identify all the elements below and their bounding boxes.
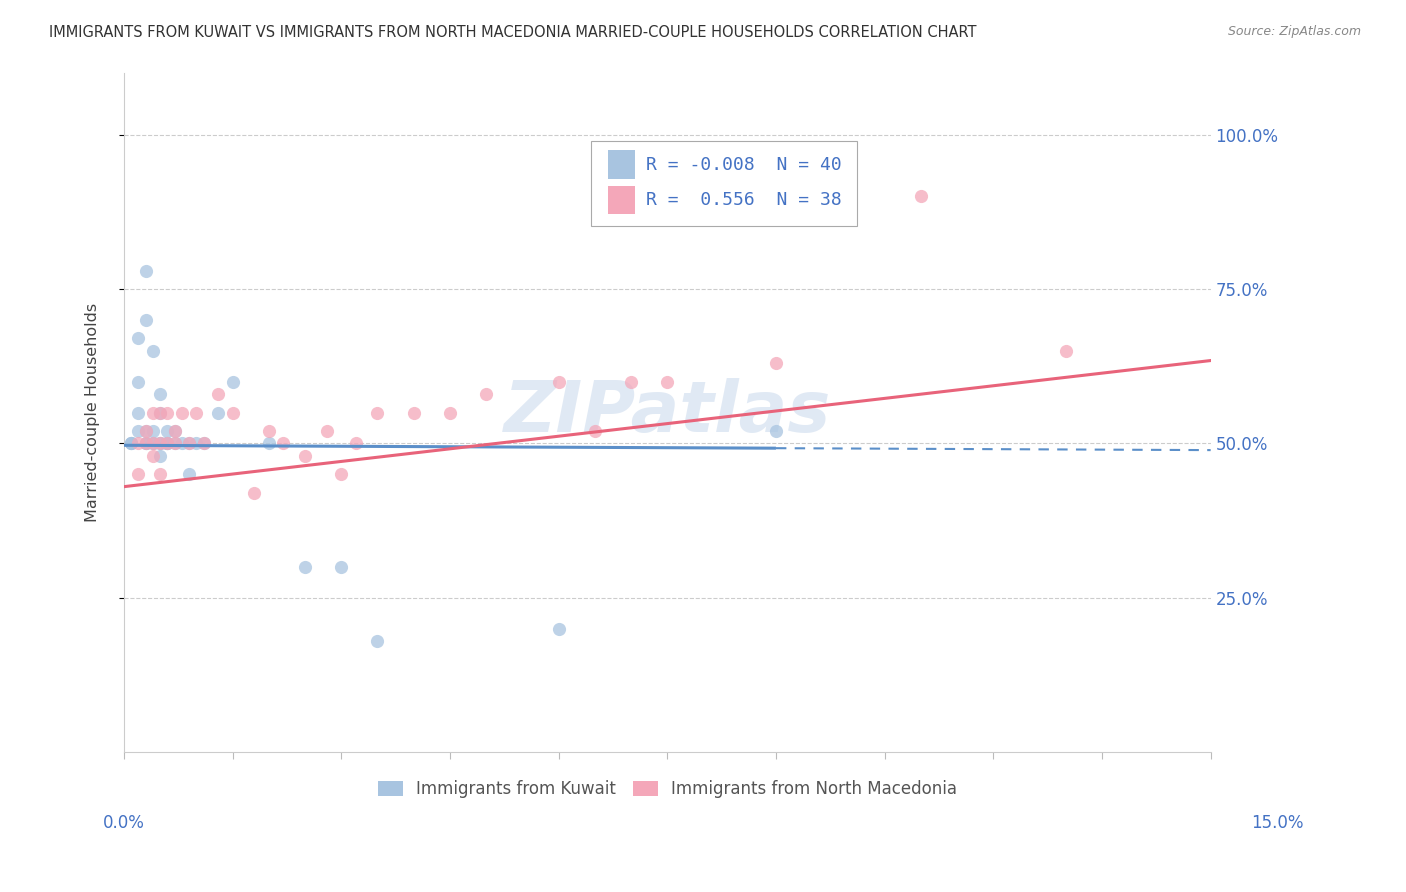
Point [765,424,787,438]
Point [583,424,606,438]
Point [186,436,208,450]
Point [547,622,569,636]
Point [179,436,201,450]
Point [620,375,643,389]
Point [910,189,932,203]
Point [193,436,215,450]
Point [193,436,215,450]
Point [142,424,165,438]
Point [366,406,388,420]
Point [156,436,179,450]
Point [127,467,149,482]
Point [257,436,280,450]
Point [156,436,179,450]
Point [142,436,165,450]
Text: IMMIGRANTS FROM KUWAIT VS IMMIGRANTS FROM NORTH MACEDONIA MARRIED-COUPLE HOUSEHO: IMMIGRANTS FROM KUWAIT VS IMMIGRANTS FRO… [49,25,977,40]
Point [315,424,337,438]
Point [142,436,165,450]
Point [294,449,316,463]
Point [127,331,149,345]
Point [257,424,280,438]
Point [149,436,172,450]
Point [120,436,142,450]
Point [135,313,157,327]
Point [207,406,229,420]
Point [163,436,186,450]
Point [149,406,172,420]
Point [156,406,179,420]
Point [142,406,165,420]
Point [135,436,157,450]
Point [765,356,787,370]
Point [243,486,266,500]
Point [120,436,142,450]
Point [135,436,157,450]
Point [163,424,186,438]
Text: 15.0%: 15.0% [1251,814,1303,831]
Point [149,387,172,401]
Legend: Immigrants from Kuwait, Immigrants from North Macedonia: Immigrants from Kuwait, Immigrants from … [371,773,963,805]
Point [330,560,353,574]
Point [142,449,165,463]
Point [186,406,208,420]
Point [135,424,157,438]
Point [142,343,165,358]
Point [475,387,498,401]
FancyBboxPatch shape [607,186,634,214]
FancyBboxPatch shape [591,141,858,226]
Text: R = -0.008  N = 40: R = -0.008 N = 40 [645,156,841,174]
Text: R =  0.556  N = 38: R = 0.556 N = 38 [645,191,841,209]
Y-axis label: Married-couple Households: Married-couple Households [86,303,100,522]
Point [207,387,229,401]
Point [149,436,172,450]
Point [156,436,179,450]
Point [149,436,172,450]
Point [149,406,172,420]
Point [135,263,157,277]
Point [179,436,201,450]
Point [127,375,149,389]
Point [156,436,179,450]
Point [439,406,461,420]
Point [127,406,149,420]
Text: ZIPatlas: ZIPatlas [503,378,831,447]
Point [547,375,569,389]
Point [142,436,165,450]
Point [294,560,316,574]
Point [135,424,157,438]
Point [149,449,172,463]
Point [402,406,425,420]
Point [221,375,243,389]
Point [1054,343,1077,358]
Point [170,406,193,420]
Point [179,467,201,482]
Text: Source: ZipAtlas.com: Source: ZipAtlas.com [1227,25,1361,38]
Point [127,424,149,438]
Point [120,436,142,450]
FancyBboxPatch shape [607,151,634,179]
Point [344,436,367,450]
Point [127,436,149,450]
Point [163,436,186,450]
Point [149,467,172,482]
Point [330,467,353,482]
Point [170,436,193,450]
Point [221,406,243,420]
Point [163,424,186,438]
Point [135,436,157,450]
Point [657,375,679,389]
Point [271,436,294,450]
Point [366,634,388,648]
Text: 0.0%: 0.0% [103,814,145,831]
Point [156,424,179,438]
